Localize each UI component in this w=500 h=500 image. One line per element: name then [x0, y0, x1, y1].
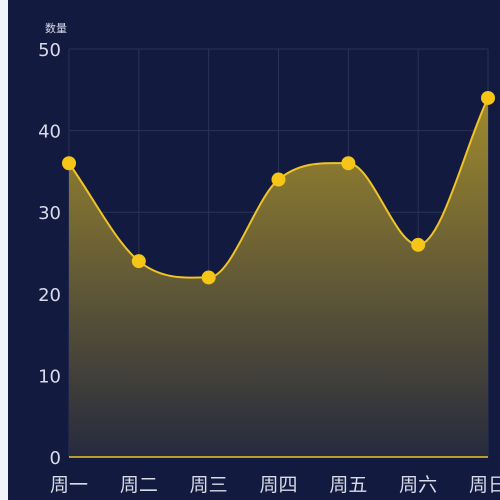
y-axis-label: 数量 [45, 22, 67, 35]
data-point[interactable] [481, 90, 495, 105]
chart-panel: 数量 0 10 20 30 40 50 周一 周二 周三 周四 周五 周六 周日 [8, 0, 500, 500]
x-tick-label: 周三 [190, 474, 228, 496]
y-tick-label: 40 [38, 122, 61, 143]
data-point[interactable] [271, 172, 286, 187]
x-tick-label: 周二 [120, 474, 158, 496]
series-area [69, 97, 488, 458]
data-point[interactable] [201, 270, 216, 285]
x-axis-ticks: 周一 周二 周三 周四 周五 周六 周日 [50, 474, 500, 496]
data-point[interactable] [131, 254, 146, 269]
x-tick-label: 周四 [259, 474, 297, 496]
y-tick-label: 10 [38, 366, 61, 387]
y-tick-label: 0 [50, 448, 61, 469]
data-points [62, 90, 495, 285]
data-point[interactable] [62, 156, 76, 171]
y-tick-label: 50 [38, 40, 61, 61]
data-point[interactable] [411, 237, 426, 252]
x-tick-label: 周日 [469, 474, 500, 496]
x-tick-label: 周一 [50, 474, 88, 496]
y-tick-label: 30 [38, 203, 61, 224]
y-axis-ticks: 0 10 20 30 40 50 [38, 40, 61, 469]
area-chart: 数量 0 10 20 30 40 50 周一 周二 周三 周四 周五 周六 周日 [38, 22, 500, 496]
x-tick-label: 周六 [399, 474, 437, 496]
data-point[interactable] [341, 156, 356, 171]
x-tick-label: 周五 [329, 474, 367, 496]
y-tick-label: 20 [38, 285, 61, 306]
